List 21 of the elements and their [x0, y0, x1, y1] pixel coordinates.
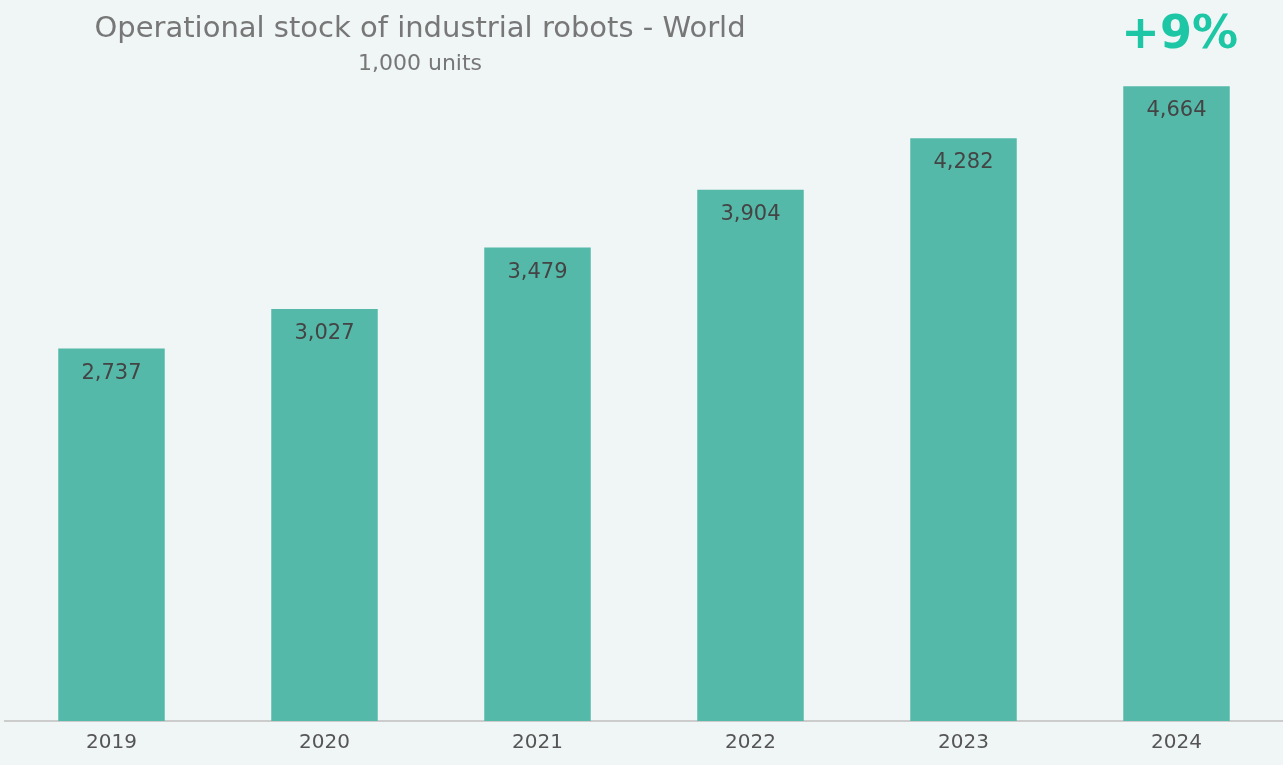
x-tick-label: 2019 [86, 729, 137, 754]
data-label: 3,904 [720, 200, 781, 225]
x-tick-label: 2022 [725, 729, 776, 754]
bar [484, 247, 591, 721]
bar [58, 348, 165, 721]
chart-subtitle: 1,000 units [356, 50, 484, 75]
x-tick-label: 2023 [938, 729, 989, 754]
data-label: 3,027 [294, 320, 355, 345]
x-tick-label: 2020 [299, 729, 350, 754]
data-label: 3,479 [507, 258, 568, 283]
data-label: 2,737 [81, 359, 142, 384]
chart-title: Operational stock of industrial robots - World [93, 10, 747, 44]
bar [1123, 86, 1230, 721]
bar [271, 309, 378, 721]
text: +9% [1121, 5, 1238, 59]
data-label: 4,664 [1146, 97, 1207, 122]
x-tick-label: 2021 [512, 729, 563, 754]
x-tick-label: 2024 [1151, 729, 1202, 754]
data-label: 4,282 [933, 149, 994, 174]
bar [697, 189, 804, 721]
bar [910, 138, 1017, 721]
